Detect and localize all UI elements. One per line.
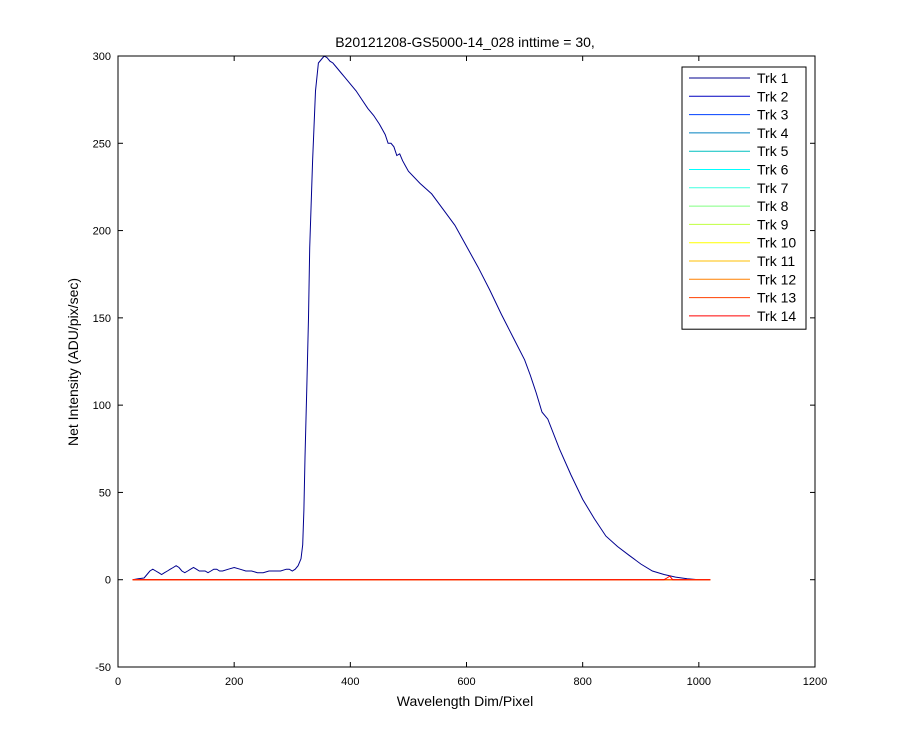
legend-label-trk-12: Trk 12 xyxy=(757,271,796,287)
series-line-trk-1 xyxy=(132,55,705,581)
series-line-trk-14 xyxy=(132,575,711,581)
series-lines xyxy=(132,55,711,581)
legend-label-trk-14: Trk 14 xyxy=(757,308,796,324)
y-tick-label-2: 50 xyxy=(99,487,111,499)
y-tick-label-6: 250 xyxy=(93,138,111,150)
legend-label-trk-13: Trk 13 xyxy=(757,290,796,306)
legend-label-trk-3: Trk 3 xyxy=(757,107,789,123)
axis-ticks: 0 200 400 600 800 1000 1200 -50 0 50 100 150 200 250 3… xyxy=(93,51,828,688)
plot-frame xyxy=(117,55,816,668)
legend-label-trk-5: Trk 5 xyxy=(757,143,789,159)
legend: Trk 1 Trk 2 Trk 3 Trk 4 Trk 5 Trk 6 Trk 7 Trk 8… xyxy=(681,66,807,330)
x-axis-title: Wavelength Dim/Pixel xyxy=(397,693,533,709)
legend-label-trk-6: Trk 6 xyxy=(757,162,789,178)
x-tick-label-5: 1000 xyxy=(687,676,711,688)
legend-label-trk-1: Trk 1 xyxy=(757,70,789,86)
legend-label-trk-7: Trk 7 xyxy=(757,180,789,196)
y-tick-label-5: 200 xyxy=(93,226,111,238)
x-tick-label-6: 1200 xyxy=(803,676,827,688)
legend-label-trk-9: Trk 9 xyxy=(757,216,789,232)
y-tick-label-4: 150 xyxy=(93,313,111,325)
y-tick-label-0: -50 xyxy=(95,662,111,674)
x-tick-label-4: 800 xyxy=(573,676,591,688)
legend-label-trk-8: Trk 8 xyxy=(757,198,789,214)
x-tick-label-3: 600 xyxy=(457,676,475,688)
legend-label-trk-4: Trk 4 xyxy=(757,125,789,141)
y-axis-title: Net Intensity (ADU/pix/sec) xyxy=(65,278,81,446)
x-tick-label-0: 0 xyxy=(115,676,121,688)
legend-label-trk-2: Trk 2 xyxy=(757,88,789,104)
legend-box xyxy=(681,66,807,330)
legend-label-trk-10: Trk 10 xyxy=(757,235,796,251)
y-tick-label-7: 300 xyxy=(93,51,111,63)
chart-title: B20121208-GS5000-14_028 inttime = 30, xyxy=(335,34,595,50)
y-tick-label-3: 100 xyxy=(93,400,111,412)
x-tick-label-2: 400 xyxy=(341,676,359,688)
legend-label-trk-11: Trk 11 xyxy=(757,253,795,269)
x-tick-label-1: 200 xyxy=(225,676,243,688)
y-tick-label-1: 0 xyxy=(105,575,111,587)
